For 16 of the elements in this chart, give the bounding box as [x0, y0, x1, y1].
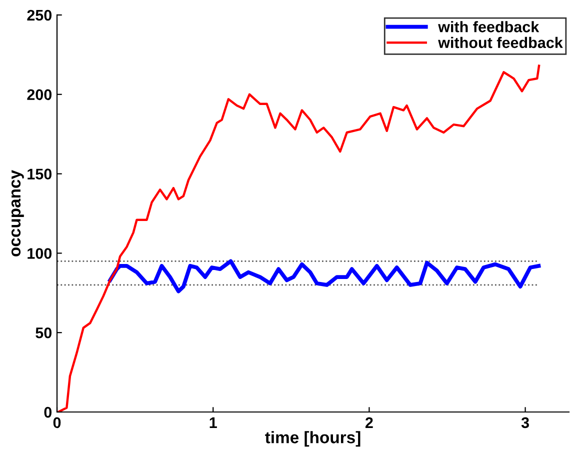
y-tick-label: 150 — [28, 168, 52, 180]
x-tick-label: 1 — [210, 417, 217, 428]
x-tick-label: 0 — [53, 417, 61, 428]
legend-label: with feedback — [438, 21, 540, 32]
y-tick-label: 100 — [28, 248, 52, 259]
x-tick-label: 3 — [521, 417, 529, 428]
x-tick-label: 2 — [365, 417, 373, 428]
y-tick-label: 0 — [44, 406, 52, 418]
legend-label: without feedback — [438, 36, 563, 48]
x-axis-title: time [hours] — [265, 431, 360, 447]
y-tick-label: 200 — [27, 89, 52, 100]
y-axis-title: occupancy — [11, 170, 24, 256]
line-series — [108, 259, 541, 294]
line-series — [57, 64, 540, 412]
y-tick-label: 50 — [36, 327, 52, 338]
y-tick-label: 250 — [27, 10, 52, 21]
